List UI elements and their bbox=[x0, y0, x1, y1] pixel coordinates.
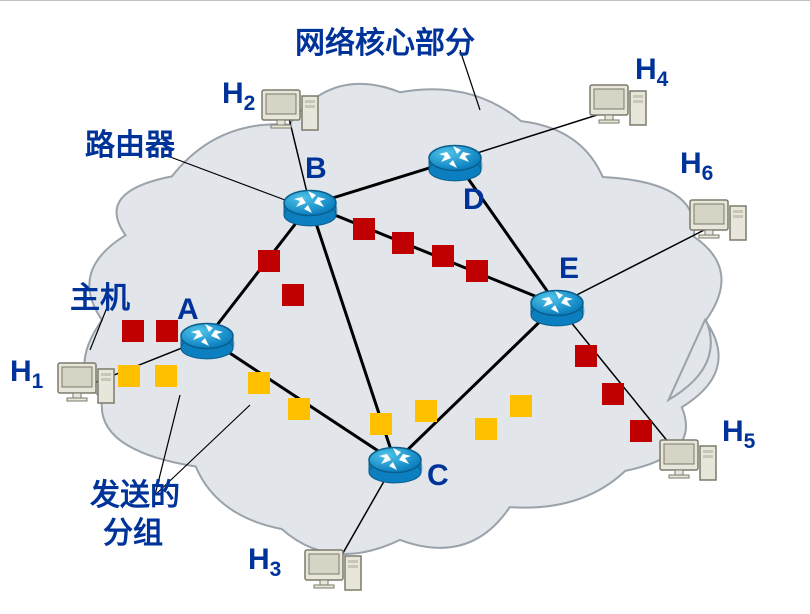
label-router: 路由器 bbox=[85, 120, 175, 164]
host-label-H5: H5 bbox=[722, 415, 755, 454]
diagram-canvas: 网络核心部分 路由器 主机 发送的 分组 A B C D E H1 H2 H3 … bbox=[0, 0, 810, 609]
node-label-C: C bbox=[427, 459, 449, 493]
node-label-D: D bbox=[463, 183, 485, 217]
host-label-H1: H1 bbox=[10, 355, 43, 394]
label-sent-packet-2: 分组 bbox=[103, 508, 163, 552]
host-label-H3: H3 bbox=[248, 543, 281, 582]
host-label-H4: H4 bbox=[635, 53, 668, 92]
label-core: 网络核心部分 bbox=[295, 18, 475, 62]
node-label-B: B bbox=[305, 152, 327, 186]
host-label-H6: H6 bbox=[680, 147, 713, 186]
label-host: 主机 bbox=[70, 273, 130, 317]
top-border bbox=[0, 0, 810, 1]
node-label-E: E bbox=[559, 252, 579, 286]
node-label-A: A bbox=[177, 293, 199, 327]
host-label-H2: H2 bbox=[222, 77, 255, 116]
